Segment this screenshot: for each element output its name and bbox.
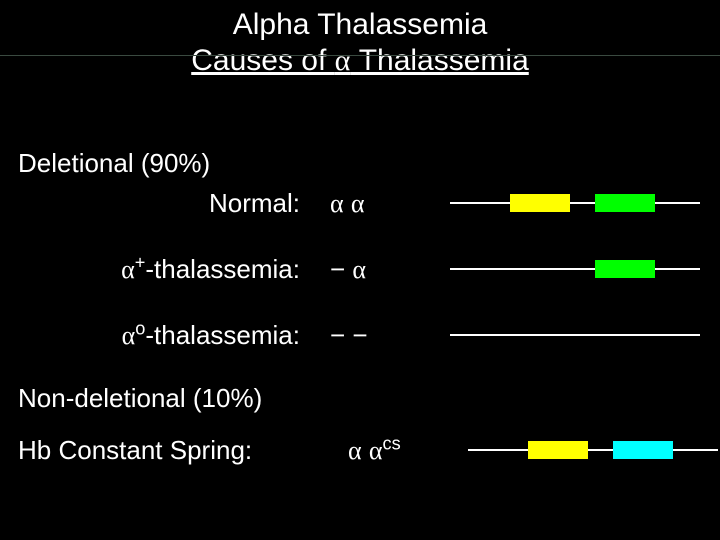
gene-alpha1-cs-box — [613, 441, 673, 459]
gene-alpha2-box — [528, 441, 588, 459]
diagram-normal — [450, 183, 720, 223]
geno-aplus-a: α — [352, 255, 366, 284]
gene-alpha1-box — [595, 194, 655, 212]
content: Deletional (90%) Normal: α α α+-thalasse… — [0, 130, 720, 478]
label-aplus-sup: + — [135, 252, 146, 272]
geno-azero-d1: − — [330, 320, 345, 350]
gene-alpha2-box — [510, 194, 570, 212]
label-alpha-zero: αo-thalassemia: — [0, 320, 300, 351]
geno-normal-a1: α — [330, 189, 344, 218]
label-alpha-plus: α+-thalassemia: — [0, 254, 300, 285]
label-aplus-rest: -thalassemia: — [145, 254, 300, 284]
title2-prefix: Causes of — [191, 44, 334, 77]
label-normal: Normal: — [0, 188, 300, 219]
label-hb-cs: Hb Constant Spring: — [0, 435, 318, 466]
diagram-hb-cs — [468, 430, 720, 470]
diagram-alpha-zero — [450, 315, 720, 355]
slide: Alpha Thalassemia Causes of α Thalassemi… — [0, 0, 720, 540]
title-line2: Causes of α Thalassemia — [0, 44, 720, 78]
row-hb-cs: Hb Constant Spring: α αcs — [0, 422, 720, 478]
geno-hbcs-a2: α — [369, 436, 383, 465]
genotype-alpha-zero: − − — [300, 320, 450, 351]
genotype-alpha-plus: − α — [300, 254, 450, 285]
geno-aplus-dash: − — [330, 254, 345, 284]
title-divider — [0, 55, 720, 56]
geno-azero-d2: − — [352, 320, 367, 350]
row-alpha-zero: αo-thalassemia: − − — [0, 307, 720, 363]
genotype-normal: α α — [300, 188, 450, 219]
title-line1: Alpha Thalassemia — [0, 8, 720, 42]
row-normal: Normal: α α — [0, 175, 720, 231]
geno-normal-a2: α — [351, 189, 365, 218]
genotype-hb-cs: α αcs — [318, 435, 468, 466]
title-block: Alpha Thalassemia Causes of α Thalassemi… — [0, 0, 720, 78]
label-azero-alpha: α — [122, 321, 136, 350]
title2-alpha: α — [335, 44, 351, 77]
gene-alpha1-box — [595, 260, 655, 278]
title2-suffix: Thalassemia — [350, 44, 528, 77]
label-azero-rest: -thalassemia: — [145, 320, 300, 350]
geno-hbcs-sup: cs — [382, 433, 400, 453]
label-azero-sup: o — [135, 318, 145, 338]
heading-nondeletional: Non-deletional (10%) — [0, 383, 720, 414]
geno-hbcs-a1: α — [348, 436, 362, 465]
label-aplus-alpha: α — [121, 255, 135, 284]
diagram-alpha-plus — [450, 249, 720, 289]
row-alpha-plus: α+-thalassemia: − α — [0, 241, 720, 297]
